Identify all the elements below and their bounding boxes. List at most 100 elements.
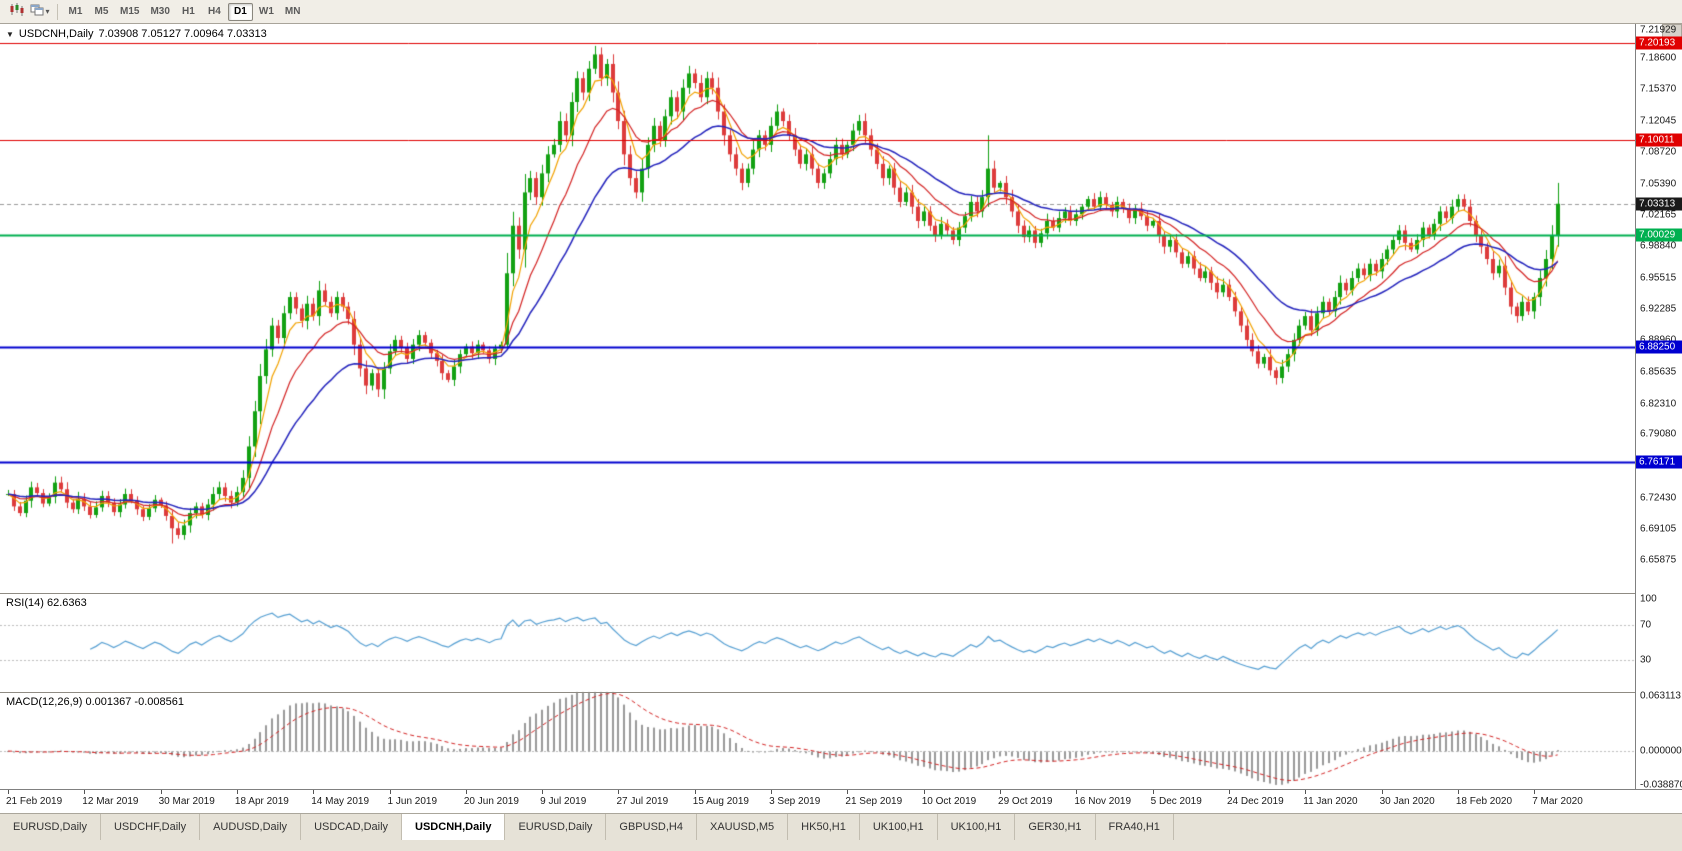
hline-price-label: 6.88250 — [1636, 340, 1682, 354]
one-click-trading-arrow[interactable]: ▼ — [6, 29, 14, 39]
date-tick-mark — [1534, 790, 1536, 794]
chart-tab-usdchf-daily[interactable]: USDCHF,Daily — [100, 814, 201, 840]
price-tick: 7.05390 — [1640, 178, 1677, 190]
rsi-level-label: 70 — [1640, 619, 1652, 631]
date-label: 3 Sep 2019 — [769, 796, 821, 807]
tab-bar: EURUSD,Daily USDCHF,Daily AUDUSD,Daily USDC… — [0, 813, 1682, 851]
date-label: 30 Mar 2019 — [158, 796, 215, 807]
price-axis[interactable]: 7.03313 7.21929 7.18600 7.15370 7.12045 7.08… — [1635, 24, 1682, 791]
date-tick-mark — [847, 790, 849, 794]
rsi-label: RSI(14) 62.6363 — [6, 597, 87, 609]
chart-tab-uk100-h1[interactable]: UK100,H1 — [859, 814, 938, 840]
new-chart-button[interactable] — [4, 2, 28, 22]
date-tick-mark — [8, 790, 9, 794]
price-chart-canvas[interactable] — [0, 24, 1635, 789]
date-tick-mark — [542, 790, 544, 794]
chart-tab-fra40-h1[interactable]: FRA40,H1 — [1095, 814, 1174, 840]
date-tick-mark — [160, 790, 162, 794]
chart-tab-uk100-h1[interactable]: UK100,H1 — [937, 814, 1016, 840]
chart-tab-hk50-h1[interactable]: HK50,H1 — [788, 814, 860, 840]
rsi-level-label: 100 — [1640, 593, 1657, 605]
macd-pane-separator[interactable] — [0, 692, 1682, 693]
date-label: 18 Feb 2020 — [1455, 796, 1513, 807]
current-price-label: 7.03313 — [1636, 197, 1682, 211]
price-tick: 7.02165 — [1640, 209, 1677, 221]
date-label: 9 Jul 2019 — [540, 796, 587, 807]
price-tick: 7.15370 — [1640, 83, 1677, 95]
date-tick-mark — [771, 790, 773, 794]
timeframe-button-h1[interactable]: H1 — [182, 6, 195, 17]
date-tick-mark — [236, 790, 238, 794]
symbol-title: USDCNH,Daily — [18, 28, 94, 40]
hline-price-label: 7.20193 — [1636, 36, 1682, 50]
date-label: 7 Mar 2020 — [1532, 796, 1583, 807]
date-label: 12 Mar 2019 — [82, 796, 139, 807]
chart-tab-audusd-daily[interactable]: AUDUSD,Daily — [200, 814, 302, 840]
date-label: 20 Jun 2019 — [463, 796, 519, 807]
hline-price-label: 7.00029 — [1636, 228, 1682, 242]
price-tick: 6.85635 — [1640, 366, 1677, 378]
chart-layout-button[interactable]: ▾ — [28, 2, 52, 22]
chevron-down-icon: ▾ — [45, 7, 50, 16]
date-label: 18 Apr 2019 — [234, 796, 289, 807]
date-label: 21 Sep 2019 — [845, 796, 903, 807]
chart-tab-gbpusd-h4[interactable]: GBPUSD,H4 — [606, 814, 697, 840]
chart-tab-usdcad-daily[interactable]: USDCAD,Daily — [301, 814, 403, 840]
chart-tab-eurusd-daily[interactable]: EURUSD,Daily — [505, 814, 607, 840]
date-label: 10 Oct 2019 — [921, 796, 977, 807]
toolbar-separator — [57, 3, 58, 20]
chart-tab-xauusd-m5[interactable]: XAUUSD,M5 — [696, 814, 789, 840]
price-tick: 7.08720 — [1640, 146, 1677, 158]
price-tick: 6.92285 — [1640, 303, 1677, 315]
timeframe-button-d1[interactable]: D1 — [227, 2, 253, 21]
chart-tab-ger30-h1[interactable]: GER30,H1 — [1015, 814, 1096, 840]
timeframe-button-m15[interactable]: M15 — [120, 6, 140, 17]
date-axis[interactable]: 21 Feb 2019 12 Mar 2019 30 Mar 2019 18 Apr … — [0, 789, 1682, 813]
macd-axis-label: 0.000000 — [1640, 745, 1682, 757]
macd-axis-label: 0.063113 — [1640, 690, 1681, 702]
chart-tab-eurusd-daily[interactable]: EURUSD,Daily — [0, 814, 101, 840]
date-label: 27 Jul 2019 — [616, 796, 669, 807]
price-tick: 6.88960 — [1640, 335, 1676, 346]
ohlc-values: 7.03908 7.05127 7.00964 7.03313 — [98, 28, 267, 40]
price-tick: 6.65875 — [1640, 554, 1677, 566]
date-label: 29 Oct 2019 — [998, 796, 1053, 807]
date-tick-mark — [313, 790, 315, 794]
timeframe-button-m1[interactable]: M1 — [68, 6, 83, 17]
date-tick-mark — [1228, 790, 1230, 794]
date-label: 14 May 2019 — [311, 796, 370, 807]
date-tick-mark — [618, 790, 620, 794]
date-tick-mark — [1305, 790, 1307, 794]
timeframe-button-m30[interactable]: M30 — [150, 6, 170, 17]
chart-area: ▼ USDCNH,Daily 7.03908 7.05127 7.00964 7… — [0, 24, 1682, 791]
chart-tab-usdcnh-daily[interactable]: USDCNH,Daily — [402, 814, 506, 840]
rsi-pane-separator[interactable] — [0, 593, 1682, 594]
timeframe-button-mn[interactable]: MN — [284, 6, 301, 17]
timeframe-button-w1[interactable]: W1 — [258, 6, 274, 17]
date-label: 15 Aug 2019 — [692, 796, 749, 807]
timeframe-button-h4[interactable]: H4 — [208, 6, 221, 17]
price-tick: 7.12045 — [1640, 115, 1677, 127]
hline-price-label: 7.10011 — [1636, 133, 1682, 147]
timeframe-button-m5[interactable]: M5 — [94, 6, 109, 17]
price-tick: 6.95515 — [1640, 272, 1677, 284]
macd-axis-label: -0.038870 — [1640, 779, 1682, 791]
date-tick-mark — [389, 790, 391, 794]
date-label: 24 Dec 2019 — [1226, 796, 1284, 807]
timeframe-group: M1 M5 M15 M30 H1 H4 D1 W1 MN — [63, 2, 305, 21]
date-label: 5 Dec 2019 — [1150, 796, 1202, 807]
date-label: 21 Feb 2019 — [6, 796, 63, 807]
price-tick: 6.98840 — [1640, 240, 1677, 252]
date-tick-mark — [1457, 790, 1459, 794]
date-tick-mark — [84, 790, 86, 794]
price-tick: 6.72430 — [1640, 492, 1677, 504]
date-tick-mark — [1152, 790, 1154, 794]
date-tick-mark — [694, 790, 696, 794]
date-label: 16 Nov 2019 — [1074, 796, 1132, 807]
toolbar: ▾ M1 M5 M15 M30 H1 H4 D1 W1 MN — [0, 0, 1682, 24]
price-tick: 7.21929 — [1640, 24, 1677, 36]
date-label: 1 Jun 2019 — [387, 796, 438, 807]
price-tick: 6.79080 — [1640, 428, 1677, 440]
tile-windows-icon — [30, 3, 44, 21]
